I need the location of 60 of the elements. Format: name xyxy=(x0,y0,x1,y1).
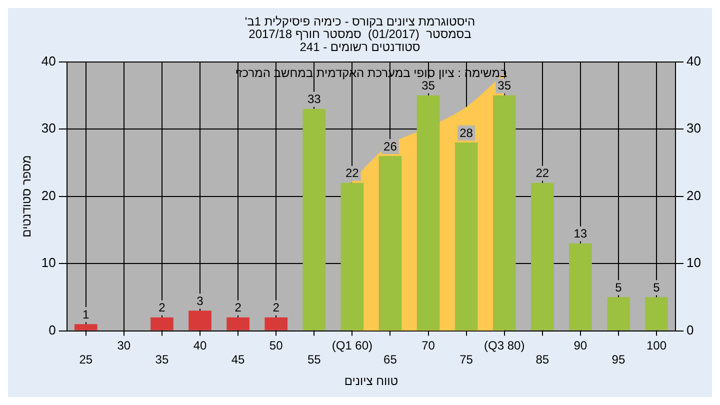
y2-tick-label: 40 xyxy=(686,53,702,68)
bar xyxy=(302,108,326,330)
data-label: 13 xyxy=(574,226,588,241)
chart-subtitle: בסמסטר (01/2017) סמסטר חורף 2017/18 סטודנטים רשומים - 241 xyxy=(248,27,472,54)
data-label: 2 xyxy=(158,300,166,315)
bar xyxy=(454,142,478,330)
chart-title: 'היסטוגרמת ציונים בקורס - כימיה פיסיקלית 1ב xyxy=(244,14,476,29)
x-tick-label: 30 xyxy=(117,338,131,352)
bar xyxy=(378,156,402,330)
data-label: 2 xyxy=(272,300,280,315)
bar xyxy=(150,317,174,330)
x-tick-label: 50 xyxy=(269,338,284,352)
data-label: 5 xyxy=(615,280,622,294)
y-tick-label: 0 xyxy=(48,322,56,338)
data-label: 1 xyxy=(82,307,90,322)
y2-tick-label: 0 xyxy=(686,322,694,338)
x-tick-label: 65 xyxy=(384,352,398,367)
x-tick-label: 100 xyxy=(646,338,667,352)
data-label: 26 xyxy=(384,139,398,154)
data-label: 2 xyxy=(234,300,242,315)
x-tick-label: 70 xyxy=(422,338,436,352)
x-tick-label: 85 xyxy=(536,352,550,367)
bar xyxy=(530,182,554,330)
data-label: 3 xyxy=(196,294,204,308)
bar xyxy=(74,324,98,330)
x-tick-label: 45 xyxy=(231,352,246,367)
x-tick-label: (Q3 80) xyxy=(484,338,525,352)
bar xyxy=(340,182,364,330)
y2-tick-label: 20 xyxy=(686,188,702,203)
bar xyxy=(226,317,250,330)
bar xyxy=(569,243,592,330)
x-tick-label: 40 xyxy=(193,338,208,352)
x-tick-label: 25 xyxy=(79,352,93,367)
x-tick-label: 90 xyxy=(574,338,588,352)
y-tick-label: 30 xyxy=(41,120,56,136)
x-tick-label: 75 xyxy=(460,352,474,367)
bar xyxy=(645,297,668,330)
x-axis-title: טווח ציונים xyxy=(344,374,398,388)
data-label: 28 xyxy=(460,126,474,140)
y-tick-label: 40 xyxy=(41,53,56,68)
y2-tick-label: 10 xyxy=(686,255,702,270)
x-tick-label: 55 xyxy=(307,352,322,367)
data-label: 22 xyxy=(346,166,360,180)
data-label: 35 xyxy=(498,78,512,93)
data-label: 5 xyxy=(653,280,660,294)
y-axis-title: מספר סטודנטים xyxy=(20,155,34,238)
x-tick-label: (Q1 60) xyxy=(332,338,373,352)
bar xyxy=(264,317,288,330)
data-label: 33 xyxy=(307,92,322,106)
x-tick-label: 95 xyxy=(612,352,626,367)
x-tick-label: 35 xyxy=(155,352,169,367)
bar xyxy=(492,95,516,330)
bar xyxy=(188,310,212,330)
bar xyxy=(607,297,630,330)
y-tick-label: 20 xyxy=(41,188,56,203)
y2-tick-label: 30 xyxy=(686,120,702,136)
data-label: 35 xyxy=(422,78,436,93)
bar xyxy=(416,95,440,330)
data-label: 22 xyxy=(536,166,550,180)
y-tick-label: 10 xyxy=(41,255,56,270)
